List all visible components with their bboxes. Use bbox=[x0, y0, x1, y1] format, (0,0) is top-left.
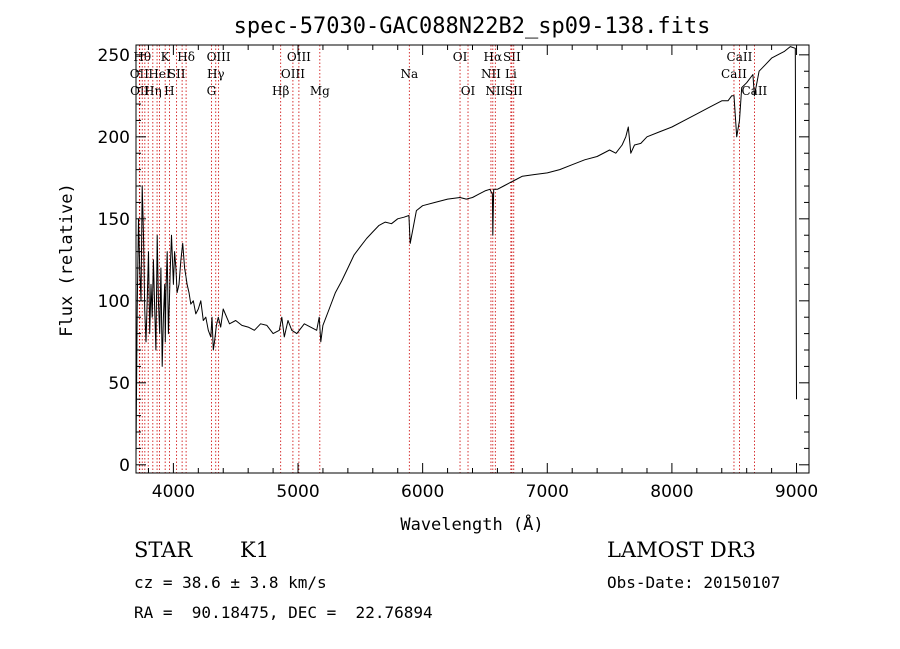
line-marker-label: OIII bbox=[281, 67, 305, 81]
redshift-cz: cz = 38.6 ± 3.8 km/s bbox=[134, 573, 327, 592]
observation-date: Obs-Date: 20150107 bbox=[607, 573, 781, 592]
line-marker-label: OI bbox=[453, 50, 468, 64]
line-marker-label: Hα bbox=[484, 50, 503, 64]
emission-line-markers: OIIOIIHθHηHeIKHSIIHδGHγOIIIHβOIIIOIIIMgN… bbox=[130, 45, 768, 473]
line-marker-label: SII bbox=[505, 84, 523, 98]
spectrum-line bbox=[135, 46, 797, 457]
plot-frame bbox=[135, 44, 810, 474]
x-tick-label: 8000 bbox=[650, 482, 693, 502]
object-class: STAR bbox=[134, 538, 193, 562]
coordinates: RA = 90.18475, DEC = 22.76894 bbox=[134, 603, 433, 622]
line-marker-label: Na bbox=[400, 67, 418, 81]
line-marker-label: Hη bbox=[144, 84, 162, 98]
y-tick-label: 50 bbox=[108, 374, 130, 394]
line-marker-label: SII bbox=[168, 67, 186, 81]
y-axis: 0 50 100 150 200 250 bbox=[98, 46, 809, 476]
line-marker-label: Hδ bbox=[177, 50, 195, 64]
chart-title: spec-57030-GAC088N22B2_sp09-138.fits bbox=[234, 14, 711, 39]
x-tick-label: 7000 bbox=[526, 482, 569, 502]
line-marker-label: Hθ bbox=[133, 50, 151, 64]
line-marker-label: K bbox=[161, 50, 171, 64]
line-marker-label: Mg bbox=[310, 84, 330, 98]
survey-name: LAMOST DR3 bbox=[607, 538, 756, 562]
x-tick-label: 9000 bbox=[775, 482, 818, 502]
y-tick-label: 250 bbox=[98, 46, 130, 66]
line-marker-label: CaII bbox=[721, 67, 747, 81]
x-tick-label: 6000 bbox=[401, 482, 444, 502]
line-marker-label: H bbox=[164, 84, 174, 98]
object-subclass: K1 bbox=[240, 538, 270, 562]
line-marker-label: Hβ bbox=[272, 84, 289, 98]
line-marker-label: NII bbox=[481, 67, 501, 81]
line-marker-label: OIII bbox=[207, 50, 231, 64]
line-marker-label: SII bbox=[503, 50, 521, 64]
x-tick-label: 4000 bbox=[152, 482, 195, 502]
spectrum-series bbox=[135, 46, 797, 457]
x-axis-label: Wavelength (Å) bbox=[400, 513, 543, 535]
line-marker-label: CaII bbox=[727, 50, 753, 64]
x-tick-label: 5000 bbox=[276, 482, 319, 502]
line-marker-label: Hγ bbox=[207, 67, 225, 81]
y-tick-label: 200 bbox=[98, 128, 130, 148]
y-tick-label: 100 bbox=[98, 292, 130, 312]
line-marker-label: OI bbox=[461, 84, 476, 98]
y-tick-label: 150 bbox=[98, 210, 130, 230]
line-marker-label: G bbox=[207, 84, 217, 98]
line-marker-label: OIII bbox=[287, 50, 311, 64]
line-marker-label: Li bbox=[505, 67, 517, 81]
x-axis: 4000 5000 6000 7000 8000 9000 bbox=[147, 45, 818, 502]
line-marker-label: NII bbox=[485, 84, 505, 98]
y-tick-label: 0 bbox=[119, 456, 130, 476]
y-axis-label: Flux (relative) bbox=[57, 183, 77, 337]
